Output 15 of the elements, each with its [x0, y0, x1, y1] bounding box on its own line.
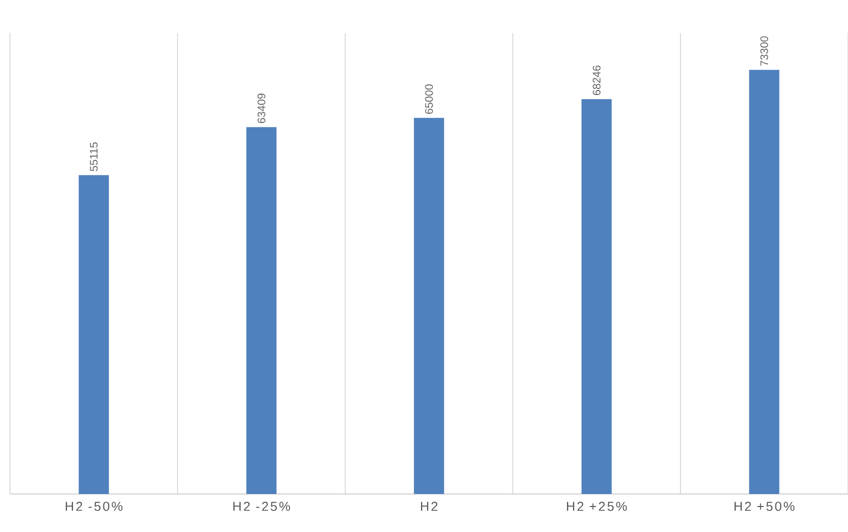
- x-tick-label: H2 -25%: [233, 502, 290, 511]
- x-tick-label: H2: [421, 502, 438, 511]
- bar: [414, 118, 444, 494]
- data-label: 68246: [592, 66, 600, 96]
- x-tick-label: H2 +50%: [734, 502, 794, 511]
- bar: [749, 70, 780, 494]
- bar: [246, 127, 276, 494]
- data-label: 65000: [425, 84, 433, 114]
- bar: [78, 175, 109, 494]
- bar: [582, 99, 612, 494]
- x-tick-label: H2 -50%: [66, 502, 122, 511]
- x-tick-label: H2 +25%: [566, 502, 627, 511]
- data-label: 63409: [258, 94, 266, 124]
- data-label: 73300: [760, 36, 768, 66]
- data-label: 55115: [90, 142, 98, 172]
